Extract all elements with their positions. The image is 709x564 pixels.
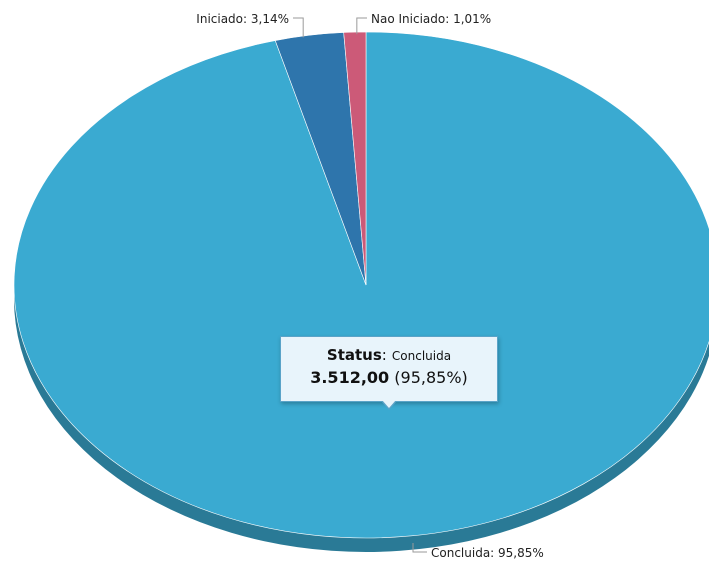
leader-line-nao-iniciado [356,17,367,35]
slice-label-nao-iniciado: Nao Iniciado: 1,01% [371,12,491,26]
tooltip-value: 3.512,00 [310,368,390,387]
tooltip-separator: : [381,346,387,364]
slice-concluida[interactable] [13,31,709,539]
tooltip-category: Concluida [391,349,452,363]
pie-slices [13,31,709,539]
slice-nao-iniciado[interactable] [343,31,367,286]
tooltip-pointer-fill [382,400,396,408]
pie-labels: Concluida: 95,85% Iniciado: 3,14% Nao In… [196,12,543,560]
slice-tooltip: Status: Concluida 3.512,00 (95,85%) [280,336,498,410]
tooltip-key: Status [326,346,382,364]
leader-line-iniciado [293,17,304,38]
slice-label-concluida: Concluida: 95,85% [431,546,544,560]
leader-line-concluida [412,543,427,553]
slice-label-iniciado: Iniciado: 3,14% [196,12,289,26]
tooltip-percent: (95,85%) [394,368,468,387]
